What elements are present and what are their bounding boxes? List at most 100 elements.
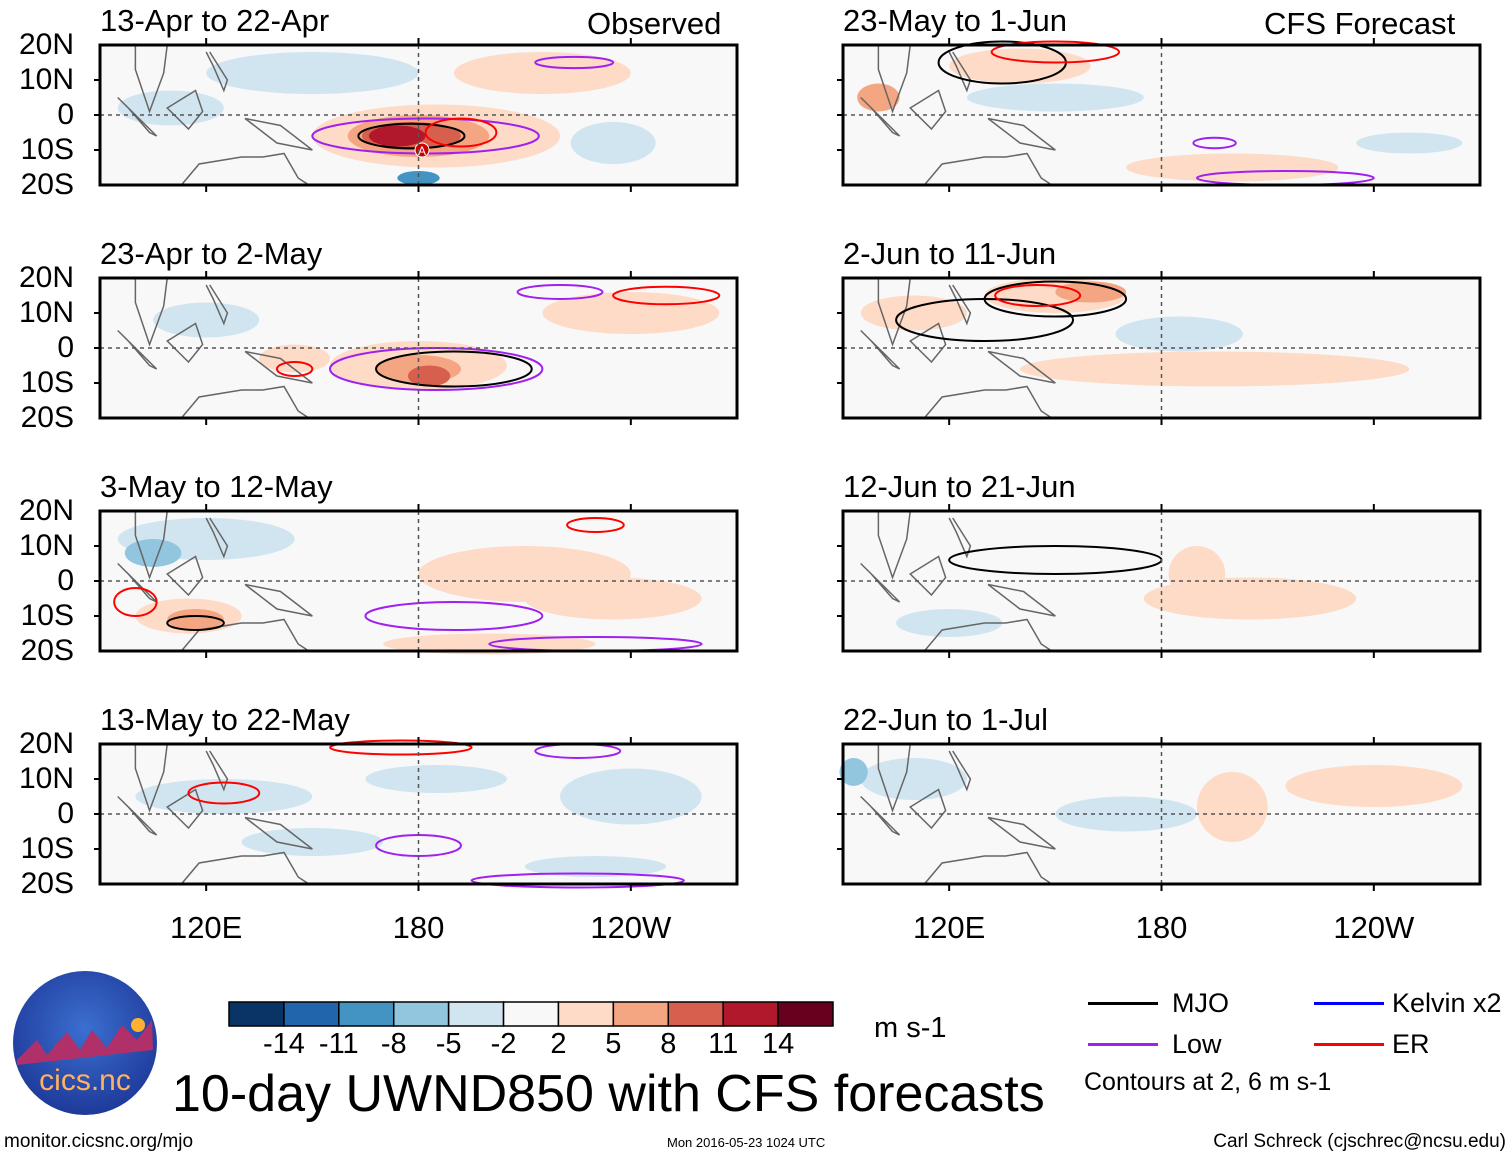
sumatra-coast xyxy=(117,329,158,370)
lat-tick-label: 20S xyxy=(20,168,74,201)
philippines-coast xyxy=(948,750,972,792)
wind-anomaly-shading xyxy=(135,779,313,814)
storm-marker-label: A xyxy=(418,144,426,158)
map-panel-forecast xyxy=(837,737,1482,891)
lat-tick-label: 20N xyxy=(18,261,74,294)
contour-low xyxy=(470,872,685,889)
colorbar-swatch xyxy=(392,1001,450,1027)
panel-title: 23-May to 1-Jun xyxy=(843,3,1067,38)
colorbar-swatch xyxy=(612,1001,670,1027)
colorbar-tick-label: 8 xyxy=(660,1028,677,1060)
figure-title: 10-day UWND850 with CFS forecasts xyxy=(172,1065,1045,1123)
wind-anomaly-shading xyxy=(966,83,1144,112)
colorbar-swatch xyxy=(228,1001,285,1027)
colorbar-units: m s-1 xyxy=(874,1012,947,1044)
borneo-coast xyxy=(909,788,947,830)
wind-anomaly-shading xyxy=(407,365,451,387)
lat-tick-label: 20N xyxy=(18,28,74,61)
wind-anomaly-shading xyxy=(560,768,702,825)
borneo-coast xyxy=(166,89,204,131)
borneo-coast xyxy=(909,89,947,131)
map-panel-observed: A xyxy=(94,38,739,192)
wind-anomaly-shading xyxy=(397,171,440,185)
map-panel-observed xyxy=(94,271,739,425)
contour-low xyxy=(1192,136,1237,150)
indochina-coast xyxy=(134,277,168,347)
wind-anomaly-shading xyxy=(365,765,507,793)
panel-title: 22-Jun to 1-Jul xyxy=(843,702,1049,737)
wind-anomaly-shading xyxy=(1019,351,1410,387)
observed-label: Observed xyxy=(587,6,722,41)
contour-er xyxy=(994,284,1082,307)
australia-coast xyxy=(180,851,310,885)
coastlines xyxy=(860,743,1056,885)
colorbar-tick-label: -11 xyxy=(318,1028,359,1060)
lat-tick-label: 0 xyxy=(57,331,74,364)
contour-low xyxy=(534,55,615,70)
coastlines xyxy=(117,277,313,419)
panel-title: 13-Apr to 22-Apr xyxy=(100,3,330,38)
coastlines xyxy=(117,510,313,652)
sumatra-coast xyxy=(860,562,901,603)
colorbar-tick-label: -8 xyxy=(380,1028,407,1060)
philippines-coast xyxy=(948,51,972,93)
contour-er xyxy=(566,517,625,533)
wind-anomaly-shading xyxy=(124,539,182,567)
australia-coast xyxy=(923,152,1053,186)
philippines-coast xyxy=(205,517,229,559)
legend-low-line xyxy=(1088,1043,1158,1046)
wind-anomaly-shading xyxy=(542,292,720,334)
colorbar-swatch xyxy=(447,1001,505,1027)
lat-tick-label: 10S xyxy=(20,832,74,865)
colorbar-tick-label: -14 xyxy=(262,1028,305,1060)
lat-tick-label: 10N xyxy=(18,762,74,795)
panel-title: 3-May to 12-May xyxy=(100,469,333,504)
contour-er xyxy=(187,781,261,805)
wind-anomaly-shading xyxy=(241,828,384,856)
wind-anomaly-shading xyxy=(1356,132,1463,154)
sumatra-coast xyxy=(117,562,158,603)
legend-kelvin-label: Kelvin x2 xyxy=(1392,988,1502,1018)
sumatra-coast xyxy=(860,795,901,836)
philippines-coast xyxy=(948,517,972,559)
contour-er xyxy=(990,40,1121,64)
new-guinea-coast xyxy=(987,816,1056,850)
philippines-coast xyxy=(205,284,229,326)
colorbar-tick-label: 11 xyxy=(708,1028,739,1060)
borneo-coast xyxy=(166,788,204,830)
new-guinea-coast xyxy=(987,583,1056,617)
storm-marker-icon xyxy=(414,142,430,158)
lat-tick-label: 0 xyxy=(57,797,74,830)
lat-tick-label: 10N xyxy=(18,63,74,96)
philippines-coast xyxy=(205,51,229,93)
forecast-label: CFS Forecast xyxy=(1264,6,1456,41)
panel-title: 12-Jun to 21-Jun xyxy=(843,469,1076,504)
indochina-coast xyxy=(877,510,911,580)
wind-anomaly-shading xyxy=(839,758,868,786)
legend-low-label: Low xyxy=(1172,1029,1222,1059)
new-guinea-coast xyxy=(244,117,313,151)
new-guinea-coast xyxy=(244,816,313,850)
colorbar-swatch xyxy=(502,1001,560,1027)
lat-tick-label: 0 xyxy=(57,564,74,597)
australia-coast xyxy=(180,385,310,419)
wind-anomaly-shading xyxy=(368,125,426,147)
philippines-coast xyxy=(948,284,972,326)
legend-kelvin-line xyxy=(1314,1002,1384,1005)
wind-anomaly-shading xyxy=(1196,772,1268,842)
legend-er-line xyxy=(1314,1043,1384,1046)
wind-anomaly-shading xyxy=(524,856,667,877)
map-panel-observed xyxy=(94,504,739,658)
contour-low xyxy=(364,601,544,631)
wind-anomaly-shading xyxy=(453,52,631,94)
lat-tick-label: 20S xyxy=(20,401,74,434)
contour-er xyxy=(275,361,314,377)
borneo-coast xyxy=(166,322,204,364)
cicsnc-logo: cics.nc xyxy=(13,971,157,1115)
new-guinea-coast xyxy=(244,583,313,617)
map-panel-forecast xyxy=(837,38,1482,192)
footer-url[interactable]: monitor.cicsnc.org/mjo xyxy=(4,1131,194,1152)
new-guinea-coast xyxy=(244,350,313,384)
wind-anomaly-shading xyxy=(570,122,656,164)
